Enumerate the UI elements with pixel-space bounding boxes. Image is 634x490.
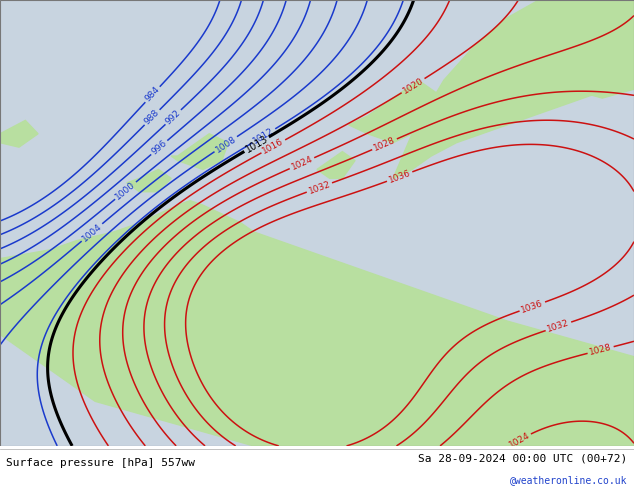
Text: 1013: 1013 [243, 134, 269, 155]
Text: 1032: 1032 [307, 179, 332, 196]
Polygon shape [558, 62, 634, 98]
Text: 992: 992 [164, 108, 183, 126]
Text: 1032: 1032 [546, 318, 571, 334]
Text: Surface pressure [hPa] 557ww: Surface pressure [hPa] 557ww [6, 458, 195, 467]
Text: 1024: 1024 [507, 431, 531, 450]
Polygon shape [127, 170, 171, 192]
Polygon shape [349, 80, 444, 143]
Text: 984: 984 [143, 85, 162, 104]
Polygon shape [317, 151, 355, 178]
Text: 1008: 1008 [214, 134, 238, 154]
Text: 988: 988 [143, 108, 162, 126]
Polygon shape [0, 121, 38, 147]
Text: 996: 996 [150, 139, 169, 156]
Text: 1016: 1016 [261, 137, 285, 156]
Polygon shape [171, 134, 228, 170]
Text: 1020: 1020 [401, 76, 425, 96]
Text: 1028: 1028 [372, 136, 397, 153]
Polygon shape [0, 201, 634, 446]
Text: @weatheronline.co.uk: @weatheronline.co.uk [510, 475, 628, 485]
Text: 1036: 1036 [520, 298, 545, 315]
Text: 1004: 1004 [81, 221, 103, 243]
Text: 1012: 1012 [252, 126, 276, 146]
Text: 1024: 1024 [290, 154, 314, 172]
Text: 1036: 1036 [387, 169, 412, 185]
Text: Sa 28-09-2024 00:00 UTC (00+72): Sa 28-09-2024 00:00 UTC (00+72) [418, 453, 628, 463]
Text: 1028: 1028 [588, 343, 613, 357]
Text: 1000: 1000 [113, 180, 138, 201]
Polygon shape [393, 0, 634, 178]
